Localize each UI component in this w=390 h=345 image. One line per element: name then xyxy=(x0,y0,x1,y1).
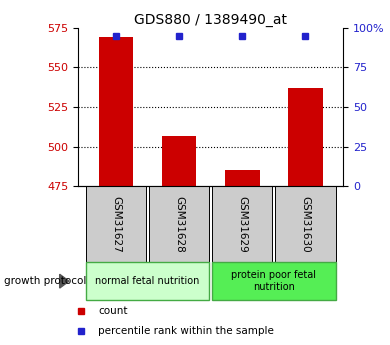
Text: GSM31627: GSM31627 xyxy=(111,196,121,253)
Text: GSM31629: GSM31629 xyxy=(237,196,247,253)
Bar xyxy=(85,186,146,262)
Bar xyxy=(162,136,197,186)
Bar xyxy=(212,186,273,262)
Bar xyxy=(212,262,336,300)
Title: GDS880 / 1389490_at: GDS880 / 1389490_at xyxy=(134,12,287,27)
Bar xyxy=(225,170,259,186)
Bar xyxy=(275,186,336,262)
Bar xyxy=(288,88,323,186)
Text: growth protocol: growth protocol xyxy=(4,276,86,286)
Text: GSM31628: GSM31628 xyxy=(174,196,184,253)
Text: normal fetal nutrition: normal fetal nutrition xyxy=(95,276,200,286)
Text: GSM31630: GSM31630 xyxy=(300,196,310,253)
Text: percentile rank within the sample: percentile rank within the sample xyxy=(98,326,274,336)
Bar xyxy=(85,262,209,300)
Bar xyxy=(149,186,209,262)
Text: count: count xyxy=(98,306,128,315)
Bar xyxy=(99,37,133,186)
Text: protein poor fetal
nutrition: protein poor fetal nutrition xyxy=(231,270,316,292)
Polygon shape xyxy=(60,274,69,288)
